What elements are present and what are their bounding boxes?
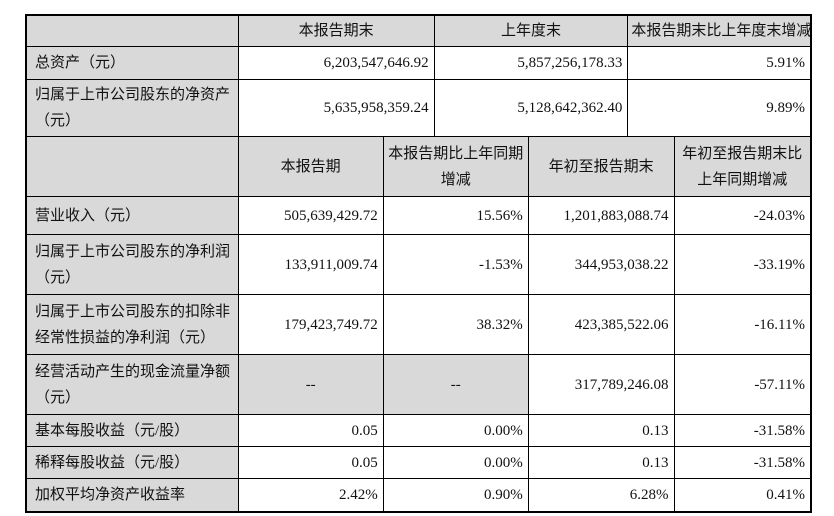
table-row: 归属于上市公司股东的扣除非经常性损益的净利润（元） 179,423,749.72… <box>26 294 812 355</box>
value-cell: 133,911,009.74 <box>237 234 384 295</box>
column-header-cell: 本报告期比上年同期增减 <box>382 136 529 197</box>
table-row: 稀释每股收益（元/股） 0.05 0.00% 0.13 -31.58% <box>26 446 812 479</box>
value-cell: 317,789,246.08 <box>527 354 675 415</box>
table-row: 经营活动产生的现金流量净额（元） -- -- 317,789,246.08 -5… <box>26 354 812 415</box>
column-header-cell: 本报告期末比上年度末增减 <box>627 15 811 47</box>
value-cell: 0.05 <box>237 446 384 479</box>
value-cell: 1,201,883,088.74 <box>527 196 675 235</box>
column-header-cell: 年初至报告期末 <box>527 136 675 197</box>
table-row: 营业收入（元） 505,639,429.72 15.56% 1,201,883,… <box>26 196 812 235</box>
value-cell: 0.05 <box>237 414 384 447</box>
corner-cell <box>26 15 239 47</box>
corner-cell <box>26 136 239 197</box>
row-label-cell: 总资产（元） <box>26 46 239 80</box>
value-cell: 505,639,429.72 <box>237 196 384 235</box>
value-cell: -1.53% <box>382 234 529 295</box>
row-label-cell: 基本每股收益（元/股） <box>26 414 239 447</box>
row-label-cell: 稀释每股收益（元/股） <box>26 446 239 479</box>
table-row: 归属于上市公司股东的净资产（元） 5,635,958,359.24 5,128,… <box>26 79 811 137</box>
value-cell: -31.58% <box>673 414 812 447</box>
row-label-cell: 归属于上市公司股东的净利润（元） <box>26 234 239 295</box>
income-section-table: 本报告期 本报告期比上年同期增减 年初至报告期末 年初至报告期末比上年同期增减 … <box>26 136 812 512</box>
column-header-cell: 年初至报告期末比上年同期增减 <box>673 136 812 197</box>
not-applicable-cell: -- <box>382 354 529 415</box>
value-cell: 344,953,038.22 <box>527 234 675 295</box>
value-cell: 5,635,958,359.24 <box>237 79 435 137</box>
value-cell: 38.32% <box>382 294 529 355</box>
value-cell: 15.56% <box>382 196 529 235</box>
column-header-cell: 上年度末 <box>433 15 629 47</box>
header-row: 本报告期末 上年度末 本报告期末比上年度末增减 <box>26 15 811 47</box>
value-cell: 9.89% <box>627 79 811 137</box>
value-cell: 5.91% <box>627 46 811 80</box>
row-label-cell: 经营活动产生的现金流量净额（元） <box>26 354 239 415</box>
value-cell: 0.41% <box>673 478 812 512</box>
value-cell: 0.13 <box>527 414 675 447</box>
balance-section-table: 本报告期末 上年度末 本报告期末比上年度末增减 总资产（元） 6,203,547… <box>26 15 811 137</box>
not-applicable-cell: -- <box>237 354 384 415</box>
column-header-cell: 本报告期 <box>237 136 384 197</box>
table-row: 总资产（元） 6,203,547,646.92 5,857,256,178.33… <box>26 46 811 80</box>
value-cell: -31.58% <box>673 446 812 479</box>
value-cell: 423,385,522.06 <box>527 294 675 355</box>
table-row: 加权平均净资产收益率 2.42% 0.90% 6.28% 0.41% <box>26 478 812 512</box>
value-cell: 0.00% <box>382 414 529 447</box>
value-cell: 5,857,256,178.33 <box>433 46 629 80</box>
value-cell: 0.00% <box>382 446 529 479</box>
row-label-cell: 加权平均净资产收益率 <box>26 478 239 512</box>
column-header-cell: 本报告期末 <box>237 15 435 47</box>
value-cell: 5,128,642,362.40 <box>433 79 629 137</box>
value-cell: 2.42% <box>237 478 384 512</box>
table-row: 基本每股收益（元/股） 0.05 0.00% 0.13 -31.58% <box>26 414 812 447</box>
value-cell: -24.03% <box>673 196 812 235</box>
value-cell: 0.13 <box>527 446 675 479</box>
row-label-cell: 归属于上市公司股东的扣除非经常性损益的净利润（元） <box>26 294 239 355</box>
table-row: 归属于上市公司股东的净利润（元） 133,911,009.74 -1.53% 3… <box>26 234 812 295</box>
row-label-cell: 归属于上市公司股东的净资产（元） <box>26 79 239 137</box>
financial-summary-table: 本报告期末 上年度末 本报告期末比上年度末增减 总资产（元） 6,203,547… <box>25 14 812 513</box>
value-cell: -33.19% <box>673 234 812 295</box>
header-row: 本报告期 本报告期比上年同期增减 年初至报告期末 年初至报告期末比上年同期增减 <box>26 136 812 197</box>
row-label-cell: 营业收入（元） <box>26 196 239 235</box>
value-cell: -57.11% <box>673 354 812 415</box>
value-cell: 6.28% <box>527 478 675 512</box>
value-cell: 0.90% <box>382 478 529 512</box>
value-cell: -16.11% <box>673 294 812 355</box>
value-cell: 6,203,547,646.92 <box>237 46 435 80</box>
value-cell: 179,423,749.72 <box>237 294 384 355</box>
